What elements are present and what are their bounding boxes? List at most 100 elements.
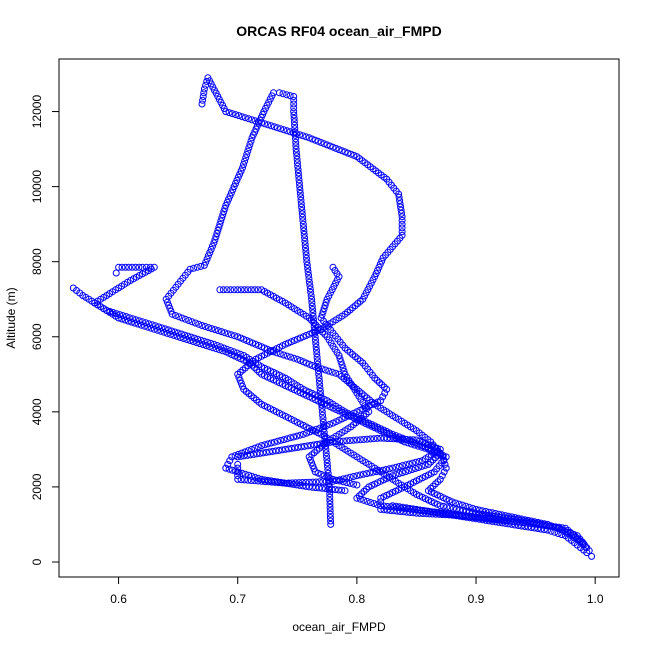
data-point xyxy=(283,435,291,443)
data-point xyxy=(409,505,417,513)
data-point xyxy=(138,263,146,271)
data-point xyxy=(389,430,397,438)
data-point xyxy=(310,323,318,330)
data-point xyxy=(298,203,306,211)
data-point xyxy=(225,109,233,117)
data-point xyxy=(501,519,509,527)
data-point xyxy=(151,322,159,330)
data-point xyxy=(237,452,245,460)
data-point xyxy=(430,508,437,516)
data-point xyxy=(297,193,305,201)
data-point xyxy=(427,484,435,492)
data-point xyxy=(222,464,230,472)
data-point xyxy=(316,326,324,334)
data-point xyxy=(207,339,215,347)
data-point xyxy=(274,437,282,445)
y-tick-label: 0 xyxy=(30,558,44,565)
data-point xyxy=(322,478,330,486)
data-point xyxy=(230,183,238,191)
data-point xyxy=(412,505,420,513)
data-point xyxy=(221,205,229,212)
data-point xyxy=(247,286,255,294)
data-point xyxy=(366,469,374,477)
data-point xyxy=(292,145,300,153)
data-point xyxy=(508,520,516,528)
data-point xyxy=(286,434,294,442)
data-point xyxy=(261,120,269,128)
data-point xyxy=(216,220,224,228)
data-point xyxy=(383,435,391,442)
data-point xyxy=(558,531,566,539)
data-point xyxy=(314,323,322,331)
data-point xyxy=(245,144,253,152)
data-point xyxy=(168,327,176,335)
data-point xyxy=(396,197,404,205)
data-point xyxy=(258,442,266,450)
x-tick-label: 0.8 xyxy=(349,592,366,606)
data-point xyxy=(190,264,198,272)
data-point xyxy=(244,286,252,294)
data-point xyxy=(279,90,287,98)
data-point xyxy=(462,513,470,521)
data-point xyxy=(324,462,331,470)
data-point xyxy=(319,415,327,423)
data-point xyxy=(433,509,441,517)
data-point xyxy=(402,461,410,469)
data-point xyxy=(313,357,321,365)
data-point xyxy=(379,393,387,401)
data-point xyxy=(199,96,207,104)
data-point xyxy=(534,525,542,532)
data-point xyxy=(292,479,300,487)
data-point xyxy=(220,344,228,352)
data-point xyxy=(440,510,447,518)
data-point xyxy=(399,503,407,511)
data-point xyxy=(225,195,233,203)
data-point xyxy=(210,340,218,348)
data-point xyxy=(402,468,410,476)
data-point xyxy=(198,322,206,329)
data-point xyxy=(306,282,314,290)
data-point xyxy=(168,310,176,318)
data-point xyxy=(326,497,334,505)
data-point xyxy=(336,437,344,445)
data-point xyxy=(292,138,300,146)
data-point xyxy=(218,214,226,222)
data-point xyxy=(290,114,298,122)
data-point xyxy=(302,251,310,259)
data-point xyxy=(320,439,327,447)
data-point xyxy=(280,351,288,359)
data-point xyxy=(363,470,371,478)
data-point xyxy=(355,492,363,500)
data-point xyxy=(185,317,193,324)
data-point xyxy=(307,292,315,300)
data-point xyxy=(313,353,321,361)
data-point xyxy=(304,442,312,450)
data-point xyxy=(248,116,256,124)
data-point xyxy=(362,485,370,493)
data-point xyxy=(492,518,499,526)
data-point xyxy=(234,472,242,480)
data-point xyxy=(396,435,404,443)
data-point xyxy=(202,258,210,266)
data-point xyxy=(158,324,166,332)
data-point xyxy=(270,438,278,446)
data-point xyxy=(498,519,506,527)
data-point xyxy=(288,444,296,452)
data-point xyxy=(241,286,248,294)
data-point xyxy=(318,365,326,373)
data-point xyxy=(427,442,435,450)
data-point xyxy=(405,467,413,474)
data-point xyxy=(390,503,398,511)
data-point xyxy=(315,377,323,385)
data-point xyxy=(194,335,202,343)
data-point xyxy=(306,285,314,293)
data-point xyxy=(234,468,242,476)
data-point xyxy=(172,312,179,319)
data-point xyxy=(299,213,307,221)
data-point xyxy=(292,142,300,150)
data-point xyxy=(307,316,315,324)
data-point xyxy=(531,524,538,532)
data-point xyxy=(313,350,321,358)
data-point xyxy=(466,514,473,522)
data-point xyxy=(323,295,331,303)
